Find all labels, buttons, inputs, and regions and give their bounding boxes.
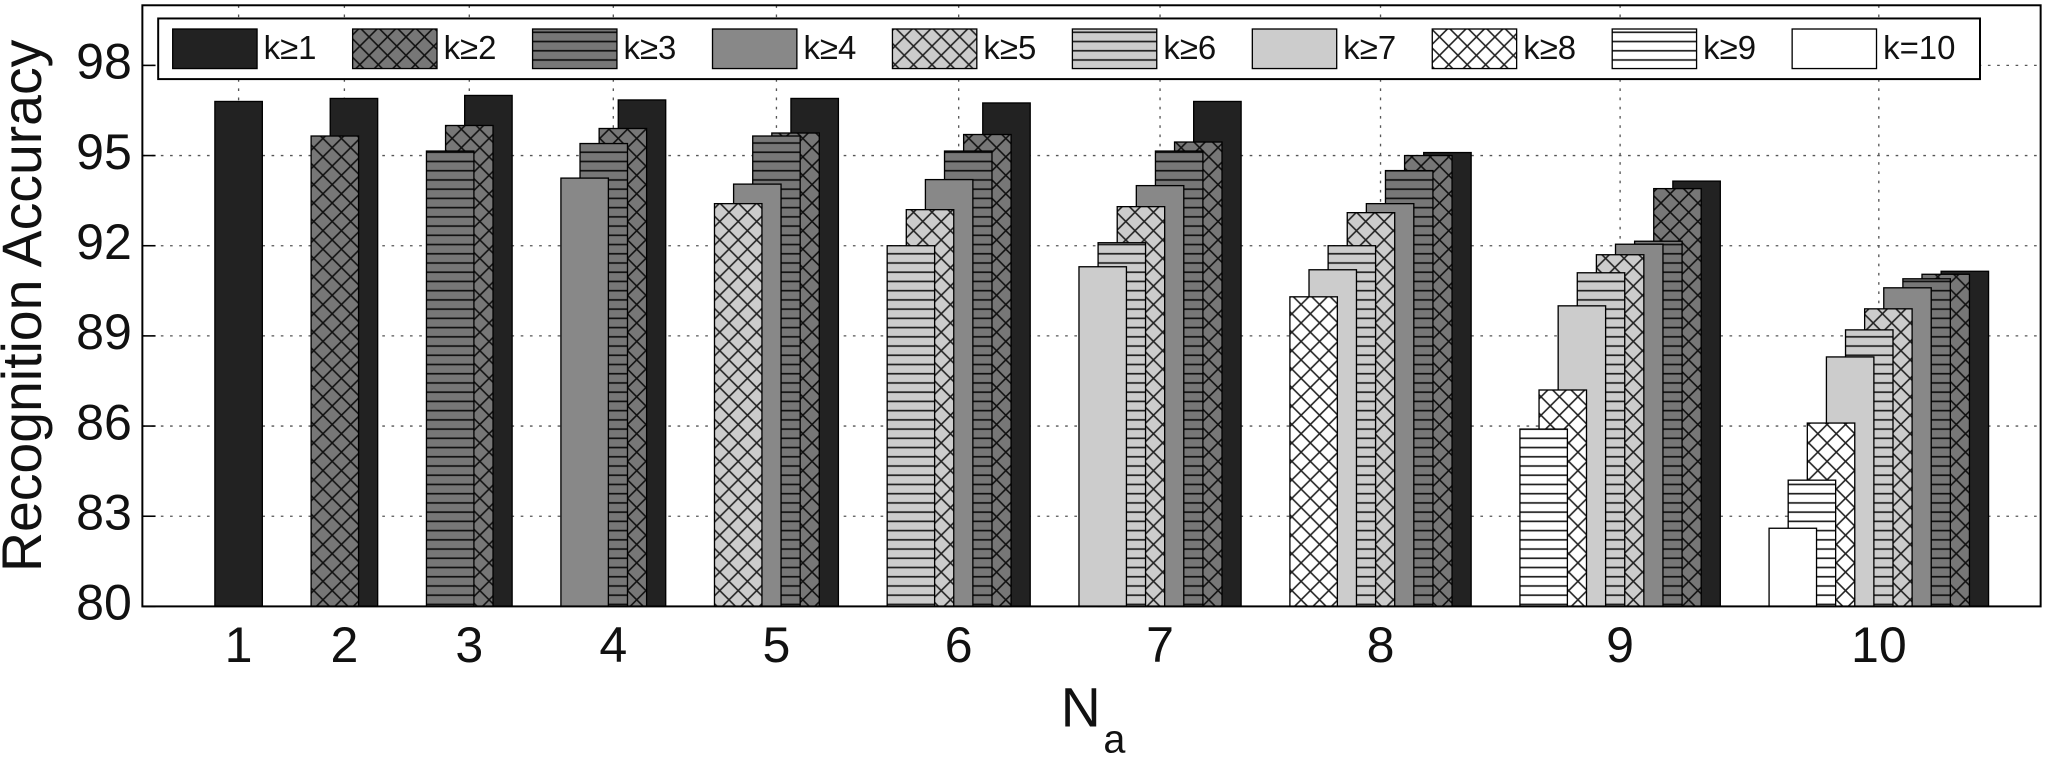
bar — [310, 135, 360, 608]
x-tick-label: 4 — [599, 617, 627, 673]
bar — [560, 177, 610, 608]
bar — [1289, 296, 1339, 608]
plot-frame — [141, 4, 2042, 608]
x-tick-label: 10 — [1851, 617, 1907, 673]
y-tick-label: 98 — [76, 34, 132, 90]
bar — [1768, 527, 1818, 608]
legend-swatch — [1071, 28, 1158, 70]
y-tick-label: 92 — [76, 214, 132, 270]
y-tick-label: 80 — [76, 575, 132, 631]
y-tick-label: 89 — [76, 304, 132, 360]
legend-label: k≥6 — [1163, 29, 1216, 66]
legend-swatch — [891, 28, 978, 70]
y-tick-label: 83 — [76, 484, 132, 540]
x-axis-label-subscript: a — [1103, 718, 1125, 758]
y-axis-label: Recognition Accuracy — [0, 39, 53, 572]
legend-label: k≥3 — [624, 29, 677, 66]
legend-swatch — [1251, 28, 1338, 70]
legend-label: k≥2 — [444, 29, 497, 66]
legend-label: k≥8 — [1523, 29, 1576, 66]
legend-swatch — [172, 28, 258, 70]
legend-swatch — [351, 28, 438, 70]
x-tick-label: 3 — [455, 617, 483, 673]
x-tick-label: 1 — [225, 617, 253, 673]
legend-swatch — [1611, 28, 1698, 70]
bar — [425, 150, 475, 608]
bar — [886, 245, 936, 608]
bar — [1078, 266, 1128, 608]
legend-label: k≥1 — [264, 29, 317, 66]
bar — [713, 202, 763, 608]
y-tick-label: 95 — [76, 124, 132, 180]
bar — [214, 100, 263, 608]
x-tick-label: 8 — [1367, 617, 1395, 673]
legend-label: k≥5 — [983, 29, 1036, 66]
legend-label: k=10 — [1883, 29, 1955, 66]
legend-swatch — [1791, 28, 1878, 70]
x-tick-label: 9 — [1606, 617, 1634, 673]
legend-swatch — [1431, 28, 1518, 70]
legend-swatch — [711, 28, 798, 70]
bar — [1519, 428, 1569, 608]
legend-label: k≥9 — [1703, 29, 1756, 66]
x-tick-label: 2 — [330, 617, 358, 673]
y-tick-label: 86 — [76, 394, 132, 450]
x-axis-label: N — [1061, 676, 1101, 738]
x-tick-label: 6 — [945, 617, 973, 673]
x-tick-label: 7 — [1146, 617, 1174, 673]
legend-label: k≥4 — [803, 29, 856, 66]
legend-label: k≥7 — [1343, 29, 1396, 66]
legend-swatch — [531, 28, 618, 70]
x-tick-label: 5 — [763, 617, 791, 673]
